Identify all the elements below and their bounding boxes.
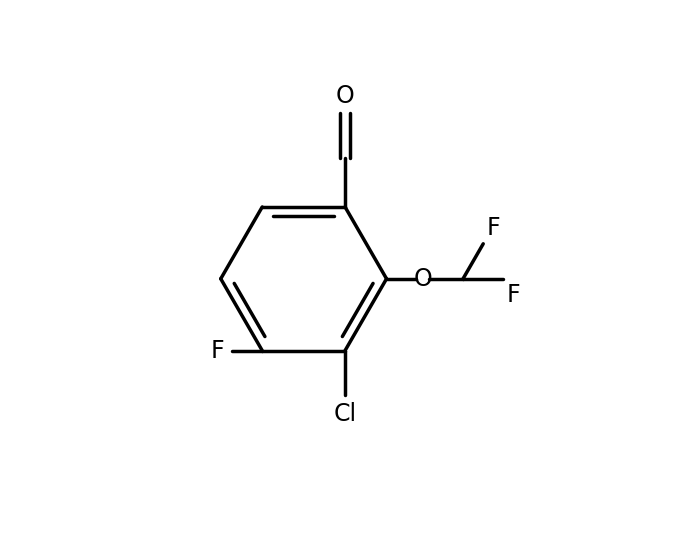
Text: F: F [210, 338, 224, 363]
Text: Cl: Cl [334, 401, 356, 426]
Text: O: O [336, 84, 354, 108]
Text: F: F [507, 283, 520, 307]
Text: F: F [486, 215, 500, 240]
Text: O: O [413, 267, 432, 291]
